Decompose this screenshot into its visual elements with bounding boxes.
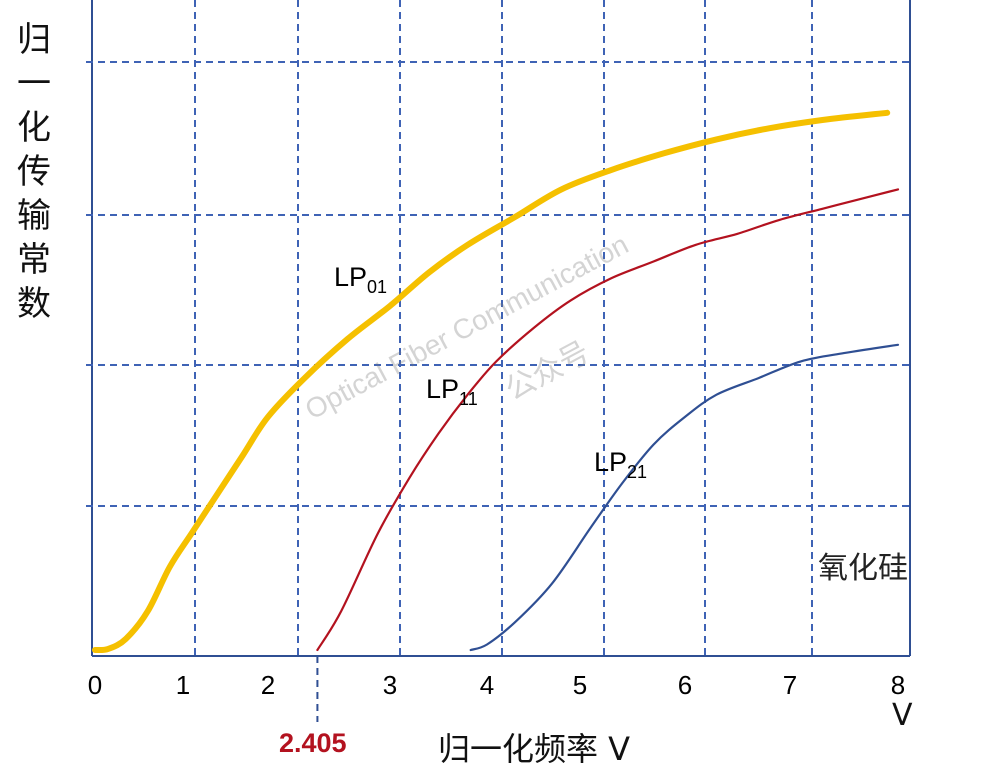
x-tick-label: 6: [678, 670, 692, 700]
y-axis-label-char: 归: [17, 20, 51, 60]
y-axis-label-char: 传: [17, 152, 51, 192]
series-line-lp21: [469, 343, 900, 652]
y-axis-label-char: 输: [17, 196, 51, 236]
x-tick-label: 8: [891, 670, 905, 700]
y-axis-label-char: 数: [17, 284, 51, 324]
x-tick-label: 3: [383, 670, 397, 700]
y-axis-label-char: 常: [17, 240, 51, 280]
x-axis-unit: V: [892, 698, 913, 733]
x-tick-label: 2: [261, 670, 275, 700]
x-tick-label: 4: [480, 670, 494, 700]
legend-label-lp01: LP01: [334, 262, 388, 297]
legend-label-lp11: LP11: [426, 374, 478, 409]
x-tick-label: 5: [573, 670, 587, 700]
y-axis-label: 归一化传输常数: [14, 18, 54, 326]
x-axis-label: 归一化频率 V: [438, 730, 631, 768]
series-line-lp11: [316, 188, 900, 652]
legend-label-lp21: LP21: [594, 447, 648, 482]
y-axis-label-char: 一: [17, 64, 51, 104]
series-line-lp01: [92, 109, 891, 654]
y-axis-label-char: 化: [17, 108, 51, 148]
cutoff-label: 2.405: [279, 728, 347, 758]
x-tick-label: 1: [176, 670, 190, 700]
material-annotation: 氧化硅: [818, 551, 908, 586]
x-tick-label: 0: [88, 670, 102, 700]
x-tick-label: 7: [783, 670, 797, 700]
